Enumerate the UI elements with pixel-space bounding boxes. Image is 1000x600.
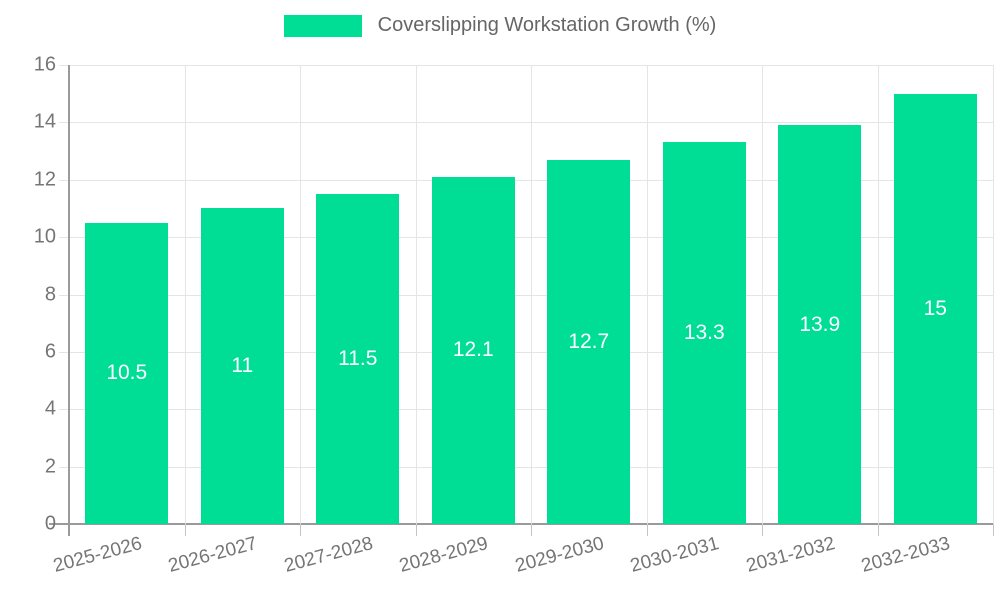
bar [316, 194, 400, 524]
gridline-h [59, 179, 993, 181]
bar-value-label: 11.5 [338, 347, 378, 371]
x-tick-mark [300, 524, 301, 536]
gridline-v [877, 65, 879, 524]
bar [200, 208, 284, 524]
x-tick-mark [184, 524, 186, 536]
bar [547, 159, 631, 524]
x-tick-mark [762, 524, 763, 536]
y-tick-label: 0 [44, 512, 56, 535]
bar-value-label: 11 [231, 354, 254, 378]
y-tick-label: 12 [33, 168, 56, 191]
x-axis-line [49, 523, 993, 525]
y-tick-label: 8 [44, 283, 56, 305]
gridline-h [59, 351, 993, 353]
bar [778, 125, 862, 524]
gridline-v [531, 65, 532, 524]
x-tick-label: 2027-2028 [281, 533, 376, 577]
gridline-v [415, 65, 417, 524]
bar-value-label: 13.9 [799, 312, 841, 336]
y-tick-label: 16 [33, 53, 56, 76]
x-tick-mark [877, 524, 879, 536]
y-tick-label: 2 [44, 455, 56, 478]
gridline-h [59, 294, 993, 296]
bar-value-label: 10.5 [106, 361, 148, 385]
x-tick-mark [646, 524, 648, 536]
x-tick-label: 2031-2032 [743, 533, 838, 577]
x-tick-label: 2028-2029 [397, 533, 491, 577]
x-tick-mark [415, 524, 417, 536]
y-tick-label: 4 [44, 397, 56, 420]
bar [893, 93, 977, 524]
bar-value-label: 13.3 [683, 321, 725, 345]
x-tick-label: 2029-2030 [512, 533, 607, 577]
gridline-h [59, 466, 993, 468]
y-axis-line [68, 65, 70, 536]
gridline-h [59, 409, 993, 411]
gridline-v [184, 65, 186, 524]
x-tick-mark [993, 524, 994, 536]
x-tick-mark [531, 524, 532, 536]
y-tick-label: 14 [33, 110, 56, 133]
chart-legend: Coverslipping Workstation Growth (%) [0, 14, 1000, 37]
bar-value-label: 12.7 [568, 329, 610, 353]
x-tick-label: 2025-2026 [50, 533, 145, 577]
bar-value-label: 12.1 [452, 338, 494, 362]
legend-item[interactable]: Coverslipping Workstation Growth (%) [283, 14, 717, 37]
gridline-h [59, 122, 993, 124]
bar-value-label: 15 [923, 296, 947, 320]
bar [431, 176, 515, 524]
bar [85, 222, 169, 524]
gridline-v [300, 65, 301, 524]
bar [662, 142, 746, 524]
x-tick-label: 2030-2031 [628, 533, 722, 577]
x-tick-label: 2026-2027 [166, 533, 260, 577]
y-tick-label: 10 [33, 225, 56, 248]
gridline-h [59, 237, 993, 239]
gridline-v [762, 65, 763, 524]
legend-label: Coverslipping Workstation Growth (%) [377, 14, 717, 36]
legend-swatch-icon [283, 14, 362, 37]
y-tick-label: 6 [44, 340, 56, 363]
gridline-h [59, 65, 993, 66]
gridline-v [646, 65, 648, 524]
gridline-v [993, 65, 994, 524]
x-tick-label: 2032-2033 [859, 533, 953, 577]
